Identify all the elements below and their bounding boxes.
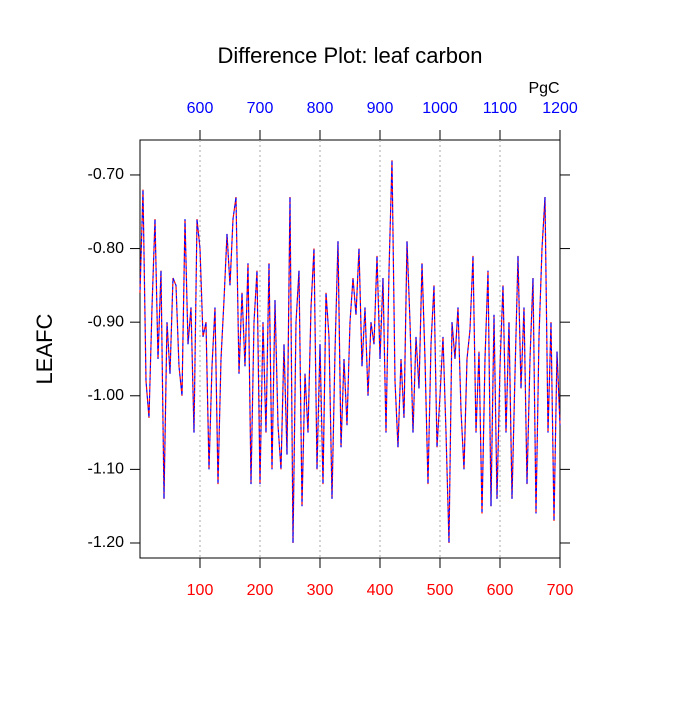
data-line [139, 160, 561, 543]
x-tick-label: 400 [367, 582, 394, 599]
plot-frame [139, 139, 561, 559]
x-tick-label: 500 [427, 582, 454, 599]
y-axis-label: LEAFC [32, 313, 57, 384]
x-tick-label: 700 [547, 582, 574, 599]
chart-title: Difference Plot: leaf carbon [218, 43, 483, 68]
x-tick-label: 600 [487, 582, 514, 599]
x-tick-label: 300 [307, 582, 334, 599]
top-tick-label: 1200 [542, 100, 578, 117]
top-tick-label: 700 [247, 100, 274, 117]
top-axis-label: PgC [528, 80, 559, 97]
top-tick-label: 600 [187, 100, 214, 117]
y-tick-label: -1.10 [88, 461, 125, 478]
y-tick-label: -1.00 [88, 387, 125, 404]
top-tick-label: 900 [367, 100, 394, 117]
top-tick-label: 1100 [483, 100, 518, 117]
top-tick-label: 800 [307, 100, 334, 117]
y-tick-label: -1.20 [88, 534, 125, 551]
top-tick-label: 1000 [422, 100, 458, 117]
y-tick-label: -0.80 [88, 240, 125, 257]
y-tick-label: -0.70 [88, 166, 125, 183]
y-tick-label: -0.90 [88, 313, 125, 330]
x-tick-label: 100 [187, 582, 214, 599]
x-tick-label: 200 [247, 582, 274, 599]
